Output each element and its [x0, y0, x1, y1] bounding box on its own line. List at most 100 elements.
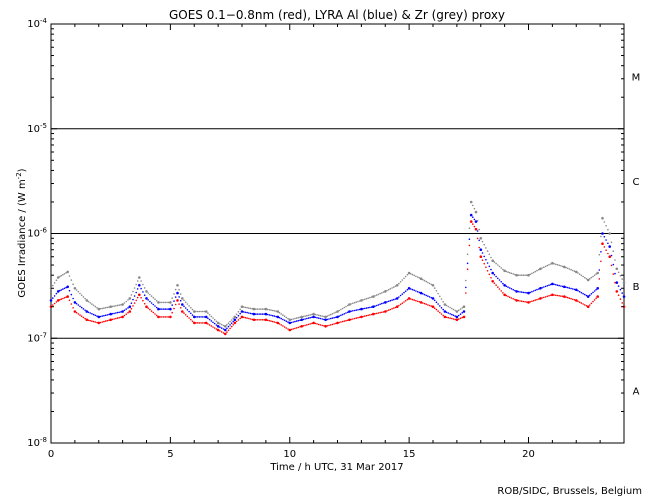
trace-dot	[605, 239, 607, 241]
y-tick-label: 10-8	[27, 436, 47, 449]
data-point	[66, 295, 69, 298]
data-point	[233, 315, 237, 319]
trace-dot	[260, 308, 262, 310]
trace-dot	[260, 319, 262, 321]
trace-dot	[167, 316, 170, 318]
trace-dot	[227, 329, 230, 332]
trace-dot	[375, 294, 378, 296]
data-point	[384, 310, 387, 313]
trace-dot	[329, 317, 332, 320]
trace-dot	[483, 243, 486, 246]
trace-dot	[101, 315, 103, 317]
data-point	[264, 307, 268, 311]
trace-dot	[428, 282, 431, 285]
trace-dot	[369, 306, 371, 309]
trace-dot	[203, 310, 206, 313]
trace-dot	[617, 285, 620, 287]
trace-dot	[488, 253, 491, 256]
trace-dot	[89, 319, 91, 322]
trace-dot	[212, 321, 214, 324]
trace-dot	[72, 283, 74, 286]
trace-dot	[125, 300, 127, 303]
trace-dot	[362, 307, 364, 310]
trace-dot	[415, 290, 417, 292]
trace-dot	[546, 264, 549, 267]
data-point	[324, 325, 327, 328]
data-point	[66, 270, 69, 274]
trace-dot	[508, 271, 511, 274]
trace-dot	[592, 291, 594, 294]
trace-dot	[202, 310, 204, 313]
trace-dot	[350, 303, 352, 305]
trace-dot	[425, 303, 428, 306]
trace-dot	[230, 322, 233, 325]
trace-dot	[261, 313, 264, 315]
trace-dot	[59, 298, 61, 301]
trace-dot	[87, 300, 90, 303]
trace-dot	[514, 273, 516, 276]
trace-dot	[183, 305, 185, 308]
trace-dot	[99, 321, 102, 324]
trace-dot	[399, 303, 402, 306]
trace-dot	[619, 288, 622, 291]
x-tick-label: 5	[167, 449, 173, 460]
trace-dot	[273, 321, 276, 323]
trace-dot	[529, 273, 531, 276]
trace-dot	[198, 322, 201, 324]
trace-dot	[232, 324, 234, 326]
trace-dot	[561, 295, 564, 298]
trace-dot	[393, 307, 395, 309]
trace-dot	[437, 292, 439, 295]
trace-dot	[222, 332, 225, 334]
trace-dot	[425, 280, 428, 283]
trace-dot	[546, 295, 549, 298]
trace-dot	[246, 311, 248, 314]
trace-dot	[461, 316, 464, 319]
trace-dot	[379, 303, 381, 306]
trace-dot	[367, 306, 370, 309]
x-axis-label: Time / h UTC, 31 Mar 2017	[269, 462, 403, 473]
trace-dot	[549, 263, 552, 265]
trace-dot	[565, 296, 567, 298]
trace-dot	[329, 324, 332, 326]
data-point	[233, 321, 237, 325]
trace-dot	[532, 290, 535, 292]
data-point	[138, 276, 141, 279]
trace-dot	[418, 291, 421, 294]
trace-dot	[560, 285, 562, 287]
trace-dot	[459, 317, 462, 320]
trace-dot	[403, 277, 405, 280]
data-point	[204, 321, 208, 325]
data-point	[515, 273, 518, 277]
trace-dot	[108, 319, 110, 322]
data-point	[56, 276, 60, 279]
trace-dot	[473, 207, 476, 210]
trace-dot	[326, 325, 329, 327]
trace-dot	[219, 326, 221, 329]
trace-dot	[132, 305, 134, 307]
trace-dot	[619, 274, 622, 277]
trace-dot	[188, 317, 190, 319]
trace-dot	[566, 286, 569, 289]
trace-dot	[335, 322, 337, 325]
data-point	[596, 287, 599, 290]
trace-dot	[352, 310, 354, 312]
trace-dot	[607, 242, 609, 245]
trace-dot	[188, 305, 190, 307]
trace-dot	[306, 324, 308, 326]
series-trace	[49, 200, 626, 328]
trace-dot	[566, 267, 569, 270]
data-point	[157, 301, 160, 304]
y-tick-label: 10-7	[27, 331, 47, 344]
data-point	[431, 284, 435, 287]
trace-dot	[282, 314, 284, 316]
trace-dot	[302, 318, 305, 321]
trace-dot	[309, 316, 312, 319]
y-axis-ticks: 10-4 10-5 10-6 10-7 10-8	[27, 17, 624, 449]
trace-dot	[357, 309, 359, 311]
data-point	[563, 285, 566, 289]
trace-dot	[473, 218, 476, 221]
trace-dot	[442, 314, 445, 317]
data-point	[193, 315, 196, 319]
trace-dot	[94, 305, 97, 308]
